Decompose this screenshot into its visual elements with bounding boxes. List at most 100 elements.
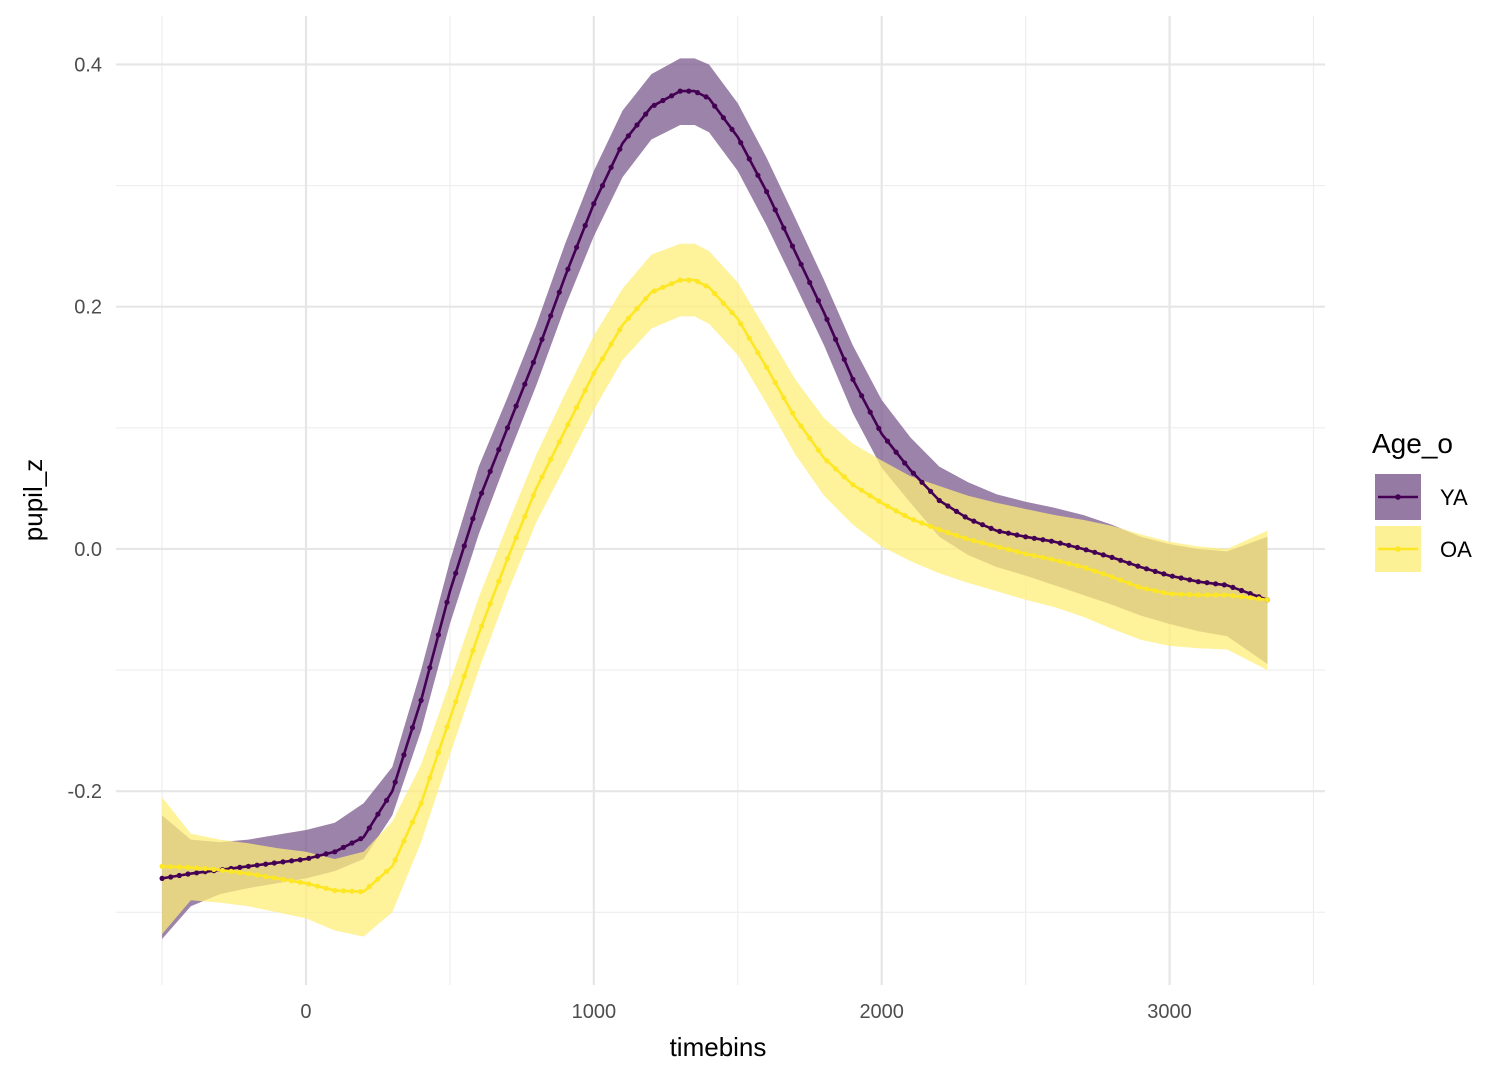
- data-point-ya: [1213, 581, 1219, 587]
- data-point-ya: [599, 183, 606, 189]
- data-point-oa: [574, 404, 580, 411]
- data-point-oa: [453, 699, 459, 705]
- data-point-oa: [1005, 546, 1012, 553]
- data-point-ya: [1040, 537, 1046, 543]
- data-point-ya: [487, 468, 493, 474]
- data-point-ya: [850, 376, 856, 382]
- y-tick-label: 0.0: [74, 539, 102, 561]
- y-tick-label: 0.2: [74, 297, 102, 319]
- data-point-oa: [1213, 592, 1219, 598]
- legend-title: Age_o: [1372, 428, 1453, 459]
- data-point-ya: [686, 88, 692, 94]
- data-point-oa: [608, 341, 614, 347]
- data-point-oa: [720, 300, 727, 306]
- data-point-ya: [565, 266, 571, 272]
- data-point-oa: [1040, 554, 1046, 561]
- data-point-oa: [409, 819, 416, 825]
- data-point-oa: [703, 283, 709, 289]
- data-point-oa: [159, 863, 165, 869]
- data-point-oa: [859, 487, 865, 493]
- data-point-oa: [772, 379, 778, 386]
- data-point-ya: [444, 599, 450, 605]
- data-point-ya: [453, 570, 459, 576]
- data-point-oa: [815, 447, 822, 453]
- data-point-ya: [815, 298, 822, 304]
- data-point-oa: [893, 508, 899, 514]
- data-point-ya: [297, 857, 303, 863]
- data-point-oa: [591, 370, 597, 376]
- data-point-ya: [1195, 579, 1201, 585]
- data-point-ya: [1169, 573, 1175, 579]
- data-point-oa: [168, 864, 174, 870]
- data-point-oa: [1161, 590, 1167, 596]
- legend-label-ya: YA: [1440, 485, 1468, 510]
- data-point-oa: [919, 520, 925, 526]
- data-point-ya: [876, 425, 882, 431]
- data-point-ya: [867, 409, 873, 415]
- x-tick-label: 0: [300, 1001, 311, 1023]
- data-point-oa: [599, 356, 606, 362]
- data-point-oa: [1247, 595, 1253, 601]
- data-point-ya: [263, 861, 269, 867]
- data-point-ya: [1023, 534, 1029, 540]
- data-point-ya: [168, 874, 174, 880]
- data-point-oa: [504, 556, 511, 562]
- data-point-oa: [979, 540, 986, 546]
- y-axis-title: pupil_z: [18, 459, 48, 541]
- data-point-ya: [1178, 575, 1184, 581]
- data-point-oa: [686, 277, 692, 283]
- data-point-ya: [392, 779, 398, 785]
- data-point-ya: [694, 90, 701, 96]
- data-point-oa: [1221, 592, 1227, 598]
- data-point-ya: [271, 860, 277, 866]
- data-point-ya: [323, 851, 329, 857]
- data-point-oa: [1066, 560, 1072, 567]
- data-point-ya: [643, 111, 649, 117]
- data-point-oa: [479, 623, 485, 629]
- data-point-ya: [1230, 584, 1236, 591]
- data-point-oa: [833, 466, 839, 472]
- data-point-ya: [194, 870, 200, 876]
- data-point-ya: [651, 102, 657, 108]
- data-point-oa: [1100, 571, 1106, 577]
- data-point-ya: [479, 490, 485, 496]
- data-point-ya: [720, 115, 727, 121]
- confidence-band-oa: [162, 243, 1268, 937]
- data-point-oa: [522, 513, 528, 520]
- data-point-ya: [859, 393, 865, 399]
- data-point-oa: [401, 838, 407, 844]
- data-point-ya: [548, 313, 554, 319]
- data-point-ya: [245, 863, 251, 869]
- data-point-oa: [297, 879, 303, 885]
- data-point-oa: [219, 867, 226, 873]
- data-point-oa: [228, 868, 234, 875]
- data-point-oa: [1083, 565, 1089, 571]
- data-point-ya: [1135, 563, 1141, 569]
- data-point-ya: [159, 875, 165, 882]
- legend-label-oa: OA: [1440, 537, 1472, 562]
- data-point-ya: [530, 359, 537, 365]
- data-point-oa: [1092, 568, 1098, 574]
- data-point-ya: [1118, 557, 1124, 563]
- data-point-oa: [651, 288, 657, 294]
- data-point-oa: [185, 864, 191, 871]
- x-axis-title: timebins: [670, 1032, 767, 1062]
- data-point-ya: [617, 146, 623, 152]
- data-point-oa: [332, 887, 338, 894]
- data-point-oa: [884, 503, 891, 509]
- data-point-ya: [504, 425, 511, 431]
- data-point-oa: [539, 474, 545, 480]
- data-point-ya: [807, 279, 813, 286]
- data-point-ya: [703, 94, 709, 100]
- data-point-oa: [271, 875, 277, 881]
- data-point-ya: [945, 503, 951, 509]
- data-point-oa: [1031, 553, 1037, 559]
- data-point-oa: [280, 876, 286, 883]
- data-point-ya: [919, 479, 925, 485]
- confidence-band-ya: [162, 58, 1268, 939]
- data-point-ya: [746, 156, 752, 162]
- data-point-oa: [582, 387, 588, 393]
- data-point-oa: [392, 857, 398, 863]
- data-point-oa: [841, 474, 847, 480]
